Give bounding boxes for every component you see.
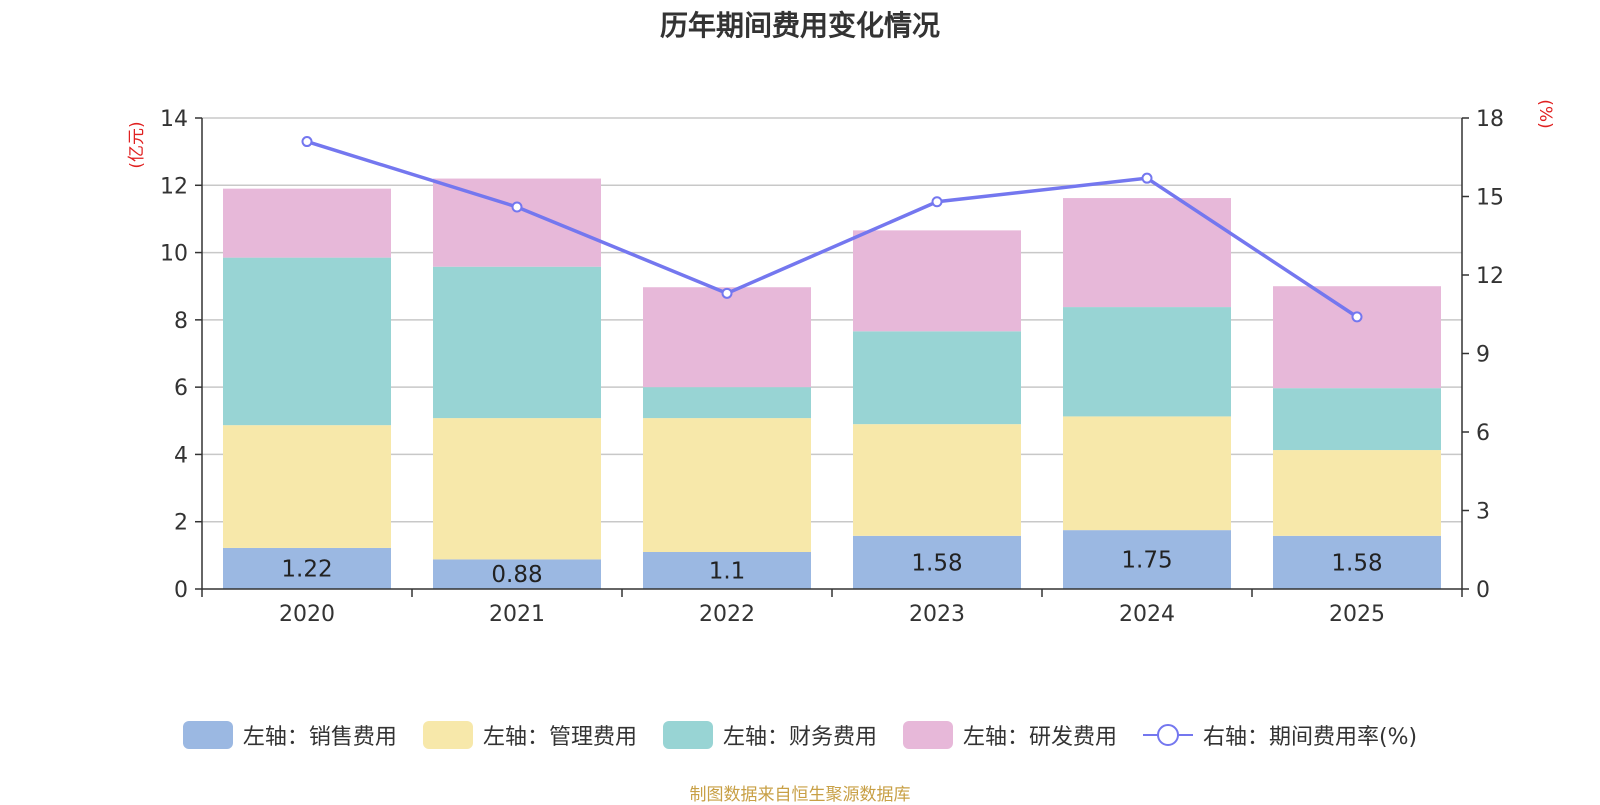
bar-segment-3 [223,257,391,426]
left-tick-label: 6 [174,376,188,401]
legend-item-5[interactable]: 右轴：期间费用率(%) [1142,719,1418,751]
bar-value-label: 1.58 [1331,550,1382,576]
bar-value-label: 1.58 [911,550,962,576]
bar-segment-1 [433,559,601,589]
x-tick-label: 2023 [909,602,965,627]
bar-segment-4 [643,287,811,388]
rate-point [511,201,523,213]
left-tick-label: 4 [174,443,188,468]
x-tick-label: 2022 [699,602,755,627]
right-tick-label: 0 [1476,578,1490,603]
legend-label: 右轴：期间费用率(%) [1202,725,1418,750]
legend-swatch [182,721,233,749]
chart-title: 历年期间费用变化情况 [659,9,940,42]
x-tick-label: 2025 [1329,602,1385,627]
axes: 0 2 4 6 8 10 12 14 0 3 6 9 12 15 18 2020 2021 2022 2023 202… [127,99,1555,627]
x-tick-label: 2020 [279,602,335,627]
bar-segment-2 [1273,450,1441,536]
rate-point [301,136,313,148]
legend-swatch [662,721,713,749]
legend-label: 左轴：管理费用 [482,725,637,750]
rate-line [301,136,1363,323]
x-tick-label: 2024 [1119,602,1175,627]
right-tick-label: 12 [1476,264,1504,289]
bar-segment-4 [433,178,601,267]
bar-segment-4 [853,230,1021,332]
legend: 左轴：销售费用 左轴：管理费用 左轴：财务费用 左轴：研发费用 右轴：期间费用率(%) [0,719,1600,751]
bar-segment-1 [1063,530,1231,589]
legend-item-2[interactable]: 左轴：管理费用 [422,719,637,751]
left-tick-label: 2 [174,511,188,536]
bar-segment-1 [1273,535,1441,589]
bar-value-label: 1.1 [709,558,746,584]
bar-segment-2 [643,418,811,552]
bars [223,178,1441,589]
right-tick-label: 9 [1476,343,1490,368]
bar-segment-3 [433,266,601,419]
bar-segment-2 [223,425,391,548]
legend-item-3[interactable]: 左轴：财务费用 [662,719,877,751]
right-tick-label: 3 [1476,500,1490,525]
bar-segment-1 [643,551,811,589]
right-axis-unit: (%) [1535,99,1555,128]
source-note: 制图数据来自恒生聚源数据库 [689,785,911,805]
gridlines [202,117,1462,523]
bar-segment-4 [223,188,391,258]
bar-segment-3 [643,387,811,419]
left-axis-unit: (亿元) [127,121,147,168]
left-tick-label: 12 [160,174,188,199]
rate-point [931,196,943,208]
legend-item-1[interactable]: 左轴：销售费用 [182,719,397,751]
rate-point [721,287,733,299]
right-tick-label: 15 [1476,186,1504,211]
legend-swatch [422,721,473,749]
bar-segment-4 [1063,198,1231,308]
bar-segment-4 [1273,286,1441,389]
rate-point [1141,172,1153,184]
legend-swatch [902,721,953,749]
legend-item-4[interactable]: 左轴：研发费用 [902,719,1117,751]
legend-label: 左轴：研发费用 [962,725,1117,750]
left-tick-label: 8 [174,309,188,334]
bar-segment-3 [1273,388,1441,451]
right-tick-label: 18 [1476,107,1504,132]
rate-line-path [306,139,1358,319]
left-tick-label: 10 [160,242,188,267]
bar-segment-3 [1063,307,1231,417]
right-tick-label: 6 [1476,421,1490,446]
bar-value-label: 0.88 [491,562,542,588]
chart-canvas: 0 2 4 6 8 10 12 14 0 3 6 9 12 15 18 2020 2021 2022 2023 202… [127,99,1555,627]
bar-segment-2 [1063,416,1231,531]
bar-value-label: 1.22 [281,556,332,582]
left-tick-label: 14 [160,107,188,132]
x-tick-label: 2021 [489,602,545,627]
bar-segment-2 [853,424,1021,536]
bar-segment-1 [853,535,1021,589]
bar-segment-3 [853,331,1021,425]
left-tick-label: 0 [174,578,188,603]
bar-segment-2 [433,418,601,560]
rate-point [1351,311,1363,323]
bar-segment-1 [223,547,391,589]
bar-value-label: 1.75 [1121,548,1172,574]
legend-label: 左轴：销售费用 [242,725,397,750]
legend-line-marker-icon [1142,724,1193,746]
legend-label: 左轴：财务费用 [722,725,877,750]
data-labels: 1.22 0.88 1.1 1.58 1.75 1.58 [281,548,1382,589]
